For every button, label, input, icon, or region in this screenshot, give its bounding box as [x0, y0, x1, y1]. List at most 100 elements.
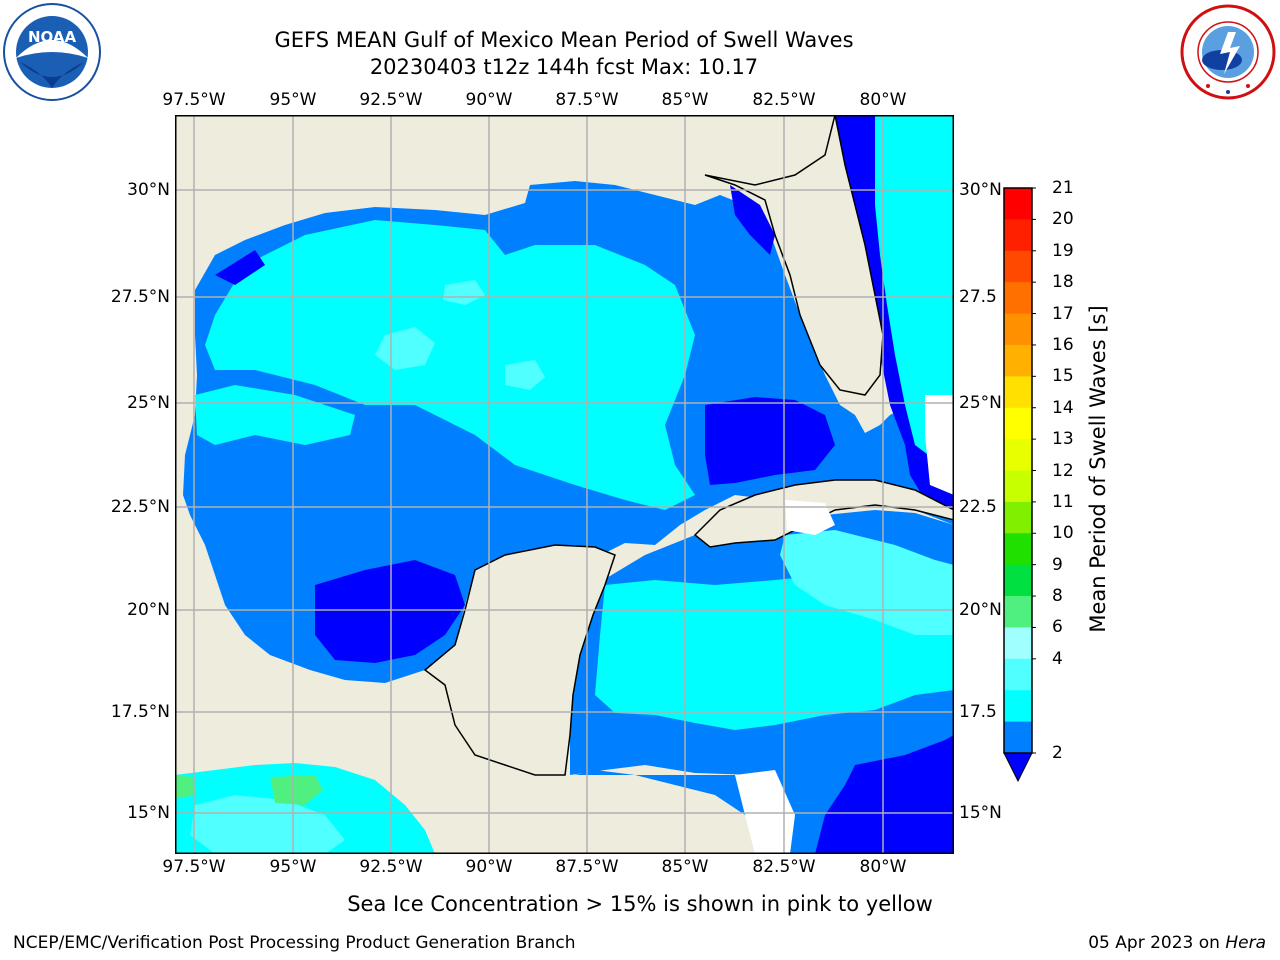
- lat-tick-left: 17.5°N: [110, 702, 170, 722]
- nodata-patch-1: [785, 500, 835, 535]
- lon-tick-top: 82.5°W: [752, 90, 816, 110]
- colorbar-tick-label: 11: [1052, 491, 1074, 512]
- colorbar-tick-label: 9: [1052, 554, 1063, 575]
- lon-tick-bottom: 80°W: [859, 857, 907, 877]
- colorbar-tick-label: 10: [1052, 523, 1074, 544]
- colorbar-band: [1004, 344, 1032, 377]
- lat-tick-right: 27.5: [959, 287, 997, 307]
- colorbar-tick-label: 6: [1052, 617, 1063, 638]
- map-svg: [175, 115, 954, 854]
- colorbar-band: [1004, 219, 1032, 252]
- chart-title: GEFS MEAN Gulf of Mexico Mean Period of …: [274, 28, 854, 52]
- lat-tick-left: 25°N: [127, 393, 170, 413]
- colorbar-tick-label: 4: [1052, 648, 1063, 669]
- colorbar-tick-label: 2: [1052, 743, 1063, 763]
- gulf-dark-patch-north: [730, 185, 775, 255]
- lat-tick-left: 20°N: [127, 600, 170, 620]
- florida-land: [704, 115, 954, 396]
- caribbean-dark-patch: [815, 735, 954, 854]
- lon-tick-top: 87.5°W: [555, 90, 619, 110]
- lat-tick-left: 30°N: [127, 180, 170, 200]
- colorbar-tick-label: 18: [1052, 272, 1074, 293]
- colorbar-tick-label: 19: [1052, 240, 1074, 261]
- colorbar-band: [1004, 627, 1032, 660]
- colorbar-band: [1004, 658, 1032, 691]
- lat-tick-right: 17.5: [959, 702, 997, 722]
- colorbar-band: [1004, 313, 1032, 346]
- graticule: [175, 115, 954, 854]
- lat-tick-left: 22.5°N: [110, 497, 170, 517]
- footer-date: 05 Apr 2023 on Hera: [1088, 932, 1266, 954]
- lon-tick-bottom: 97.5°W: [162, 857, 226, 877]
- colorbar-band: [1004, 470, 1032, 503]
- nodata-patch-3: [735, 770, 795, 854]
- noaa-logo: NOAA: [2, 2, 102, 102]
- colorbar-band: [1004, 439, 1032, 471]
- colorbar-tick-label: 15: [1052, 366, 1074, 387]
- lat-tick-left: 15°N: [127, 803, 170, 823]
- colorbar-band: [1004, 533, 1032, 566]
- gulf-cyan-region: [205, 220, 695, 510]
- footer-host: Hera: [1225, 933, 1266, 953]
- lat-tick-right: 22.5: [959, 497, 997, 517]
- colorbar-band: [1004, 407, 1032, 440]
- footer-date-text: 05 Apr 2023 on: [1088, 933, 1220, 953]
- colorbar-band: [1004, 188, 1032, 220]
- footer-credit: NCEP/EMC/Verification Post Processing Pr…: [13, 933, 576, 953]
- colorbar-tick-label: 8: [1052, 586, 1063, 607]
- lat-tick-left: 27.5°N: [110, 287, 170, 307]
- lat-tick-right: 25°N: [959, 393, 1002, 413]
- colorbar-tick-label: 21: [1052, 178, 1074, 198]
- gulf-dark-patch-west: [315, 560, 465, 663]
- colorbar-band: [1004, 376, 1032, 409]
- gulf-dark-patch-nw: [215, 250, 265, 285]
- colorbar-label: Mean Period of Swell Waves [s]: [1086, 305, 1110, 633]
- gulf-light-patch-1: [375, 327, 435, 370]
- colorbar-tick-label: 17: [1052, 303, 1074, 324]
- lon-tick-bottom: 90°W: [465, 857, 513, 877]
- lat-tick-right: 20°N: [959, 600, 1002, 620]
- colorbar-band: [1004, 250, 1032, 283]
- map-panel: [175, 115, 954, 854]
- lon-tick-bottom: 82.5°W: [752, 857, 816, 877]
- nodata-patch-2: [925, 395, 954, 495]
- colorbar-ticks: 21 20 19 18 17 16 15 14 13 12 11 10 9 8 6 4 2: [1052, 178, 1102, 780]
- yucatan-land: [423, 544, 616, 776]
- gulf-light-patch-3: [443, 280, 485, 305]
- sea-ice-note: Sea Ice Concentration > 15% is shown in …: [347, 892, 933, 916]
- colorbar-band: [1004, 564, 1032, 597]
- chart-subtitle: 20230403 t12z 144h fcst Max: 10.17: [369, 55, 759, 79]
- colorbar-tick-label: 20: [1052, 209, 1074, 230]
- colorbar-tick-label: 12: [1052, 460, 1074, 481]
- colorbar-band: [1004, 501, 1032, 534]
- colorbar-band: [1004, 690, 1032, 723]
- lon-tick-top: 92.5°W: [359, 90, 423, 110]
- lon-tick-top: 90°W: [465, 90, 513, 110]
- colorbar-tick-label: 14: [1052, 397, 1074, 418]
- gulf-light-patch-2: [505, 360, 545, 390]
- colorbar-band: [1004, 596, 1032, 628]
- lon-tick-top: 97.5°W: [162, 90, 226, 110]
- pacific-green-patch-2: [175, 775, 195, 799]
- pacific-light-patch: [190, 795, 345, 854]
- lon-tick-bottom: 95°W: [269, 857, 317, 877]
- lon-tick-top: 80°W: [859, 90, 907, 110]
- lon-tick-top: 95°W: [269, 90, 317, 110]
- colorbar-tick-label: 13: [1052, 429, 1074, 450]
- pacific-green-patch: [270, 775, 323, 805]
- colorbar-band: [1004, 721, 1032, 754]
- map-border: [175, 115, 954, 854]
- gulf-dark-patch-east: [705, 397, 835, 485]
- lon-tick-bottom: 87.5°W: [555, 857, 619, 877]
- gulf-cyan-south: [195, 385, 355, 445]
- atlantic-cyan: [875, 115, 954, 460]
- lon-tick-bottom: 85°W: [661, 857, 709, 877]
- noaa-logo-text: NOAA: [28, 28, 77, 46]
- colorbar-svg: [1003, 187, 1036, 783]
- colorbar-band: [1004, 282, 1032, 315]
- colorbar-tick-label: 16: [1052, 334, 1074, 355]
- colorbar: [1000, 186, 1036, 786]
- colorbar-extend-arrow: [1003, 752, 1033, 783]
- caribbean-light-patch: [780, 530, 954, 635]
- lon-tick-bottom: 92.5°W: [359, 857, 423, 877]
